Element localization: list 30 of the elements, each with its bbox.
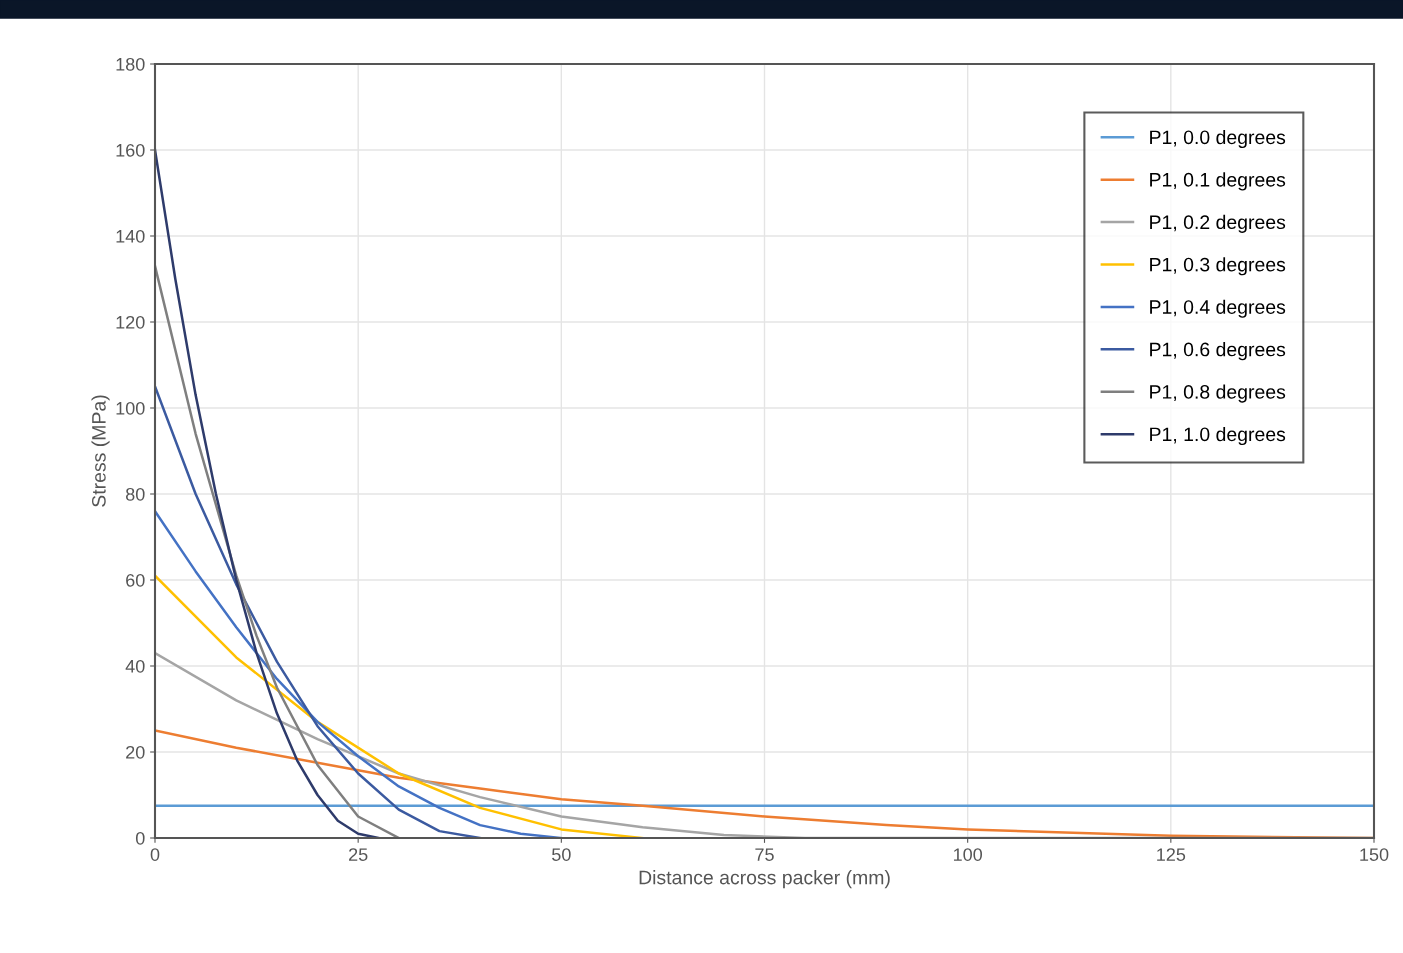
x-tick-label: 75 (755, 848, 774, 861)
y-tick-label: 40 (125, 659, 145, 673)
line-series (155, 264, 401, 838)
y-tick-label: 60 (126, 573, 145, 587)
legend-label: P1, 0.2 degrees (1150, 214, 1286, 233)
y-tick-label: 0 (135, 831, 145, 845)
x-tick-label: 100 (953, 848, 983, 861)
y-tick-label: 140 (116, 229, 145, 243)
legend-label: P1, 0.1 degrees (1150, 172, 1286, 191)
x-tick-label: 125 (1157, 848, 1186, 861)
y-tick-label: 80 (125, 487, 145, 501)
line-series (155, 148, 380, 838)
y-axis-title: Stress (MPa) (91, 395, 110, 507)
legend-label: P1, 0.8 degrees (1150, 384, 1286, 403)
legend-label: P1, 0.3 degrees (1150, 257, 1286, 276)
line-series (155, 385, 482, 838)
x-tick-label: 25 (349, 848, 368, 861)
x-axis-title: Distance across packer (mm) (639, 870, 890, 889)
legend-label: P1, 0.4 degrees (1150, 299, 1286, 318)
x-tick-label: 50 (552, 848, 571, 861)
y-tick-label: 120 (116, 315, 145, 329)
x-tick-label: 150 (1360, 848, 1389, 861)
legend-label: P1, 1.0 degrees (1150, 426, 1286, 446)
legend-label: P1, 0.6 degrees (1150, 342, 1286, 361)
legend-label: P1, 0.0 degrees (1150, 129, 1286, 149)
y-tick-label: 20 (126, 745, 145, 759)
y-tick-label: 180 (116, 57, 145, 71)
y-tick-label: 100 (116, 401, 145, 415)
x-tick-label: 0 (150, 848, 160, 861)
y-tick-label: 160 (116, 143, 145, 157)
